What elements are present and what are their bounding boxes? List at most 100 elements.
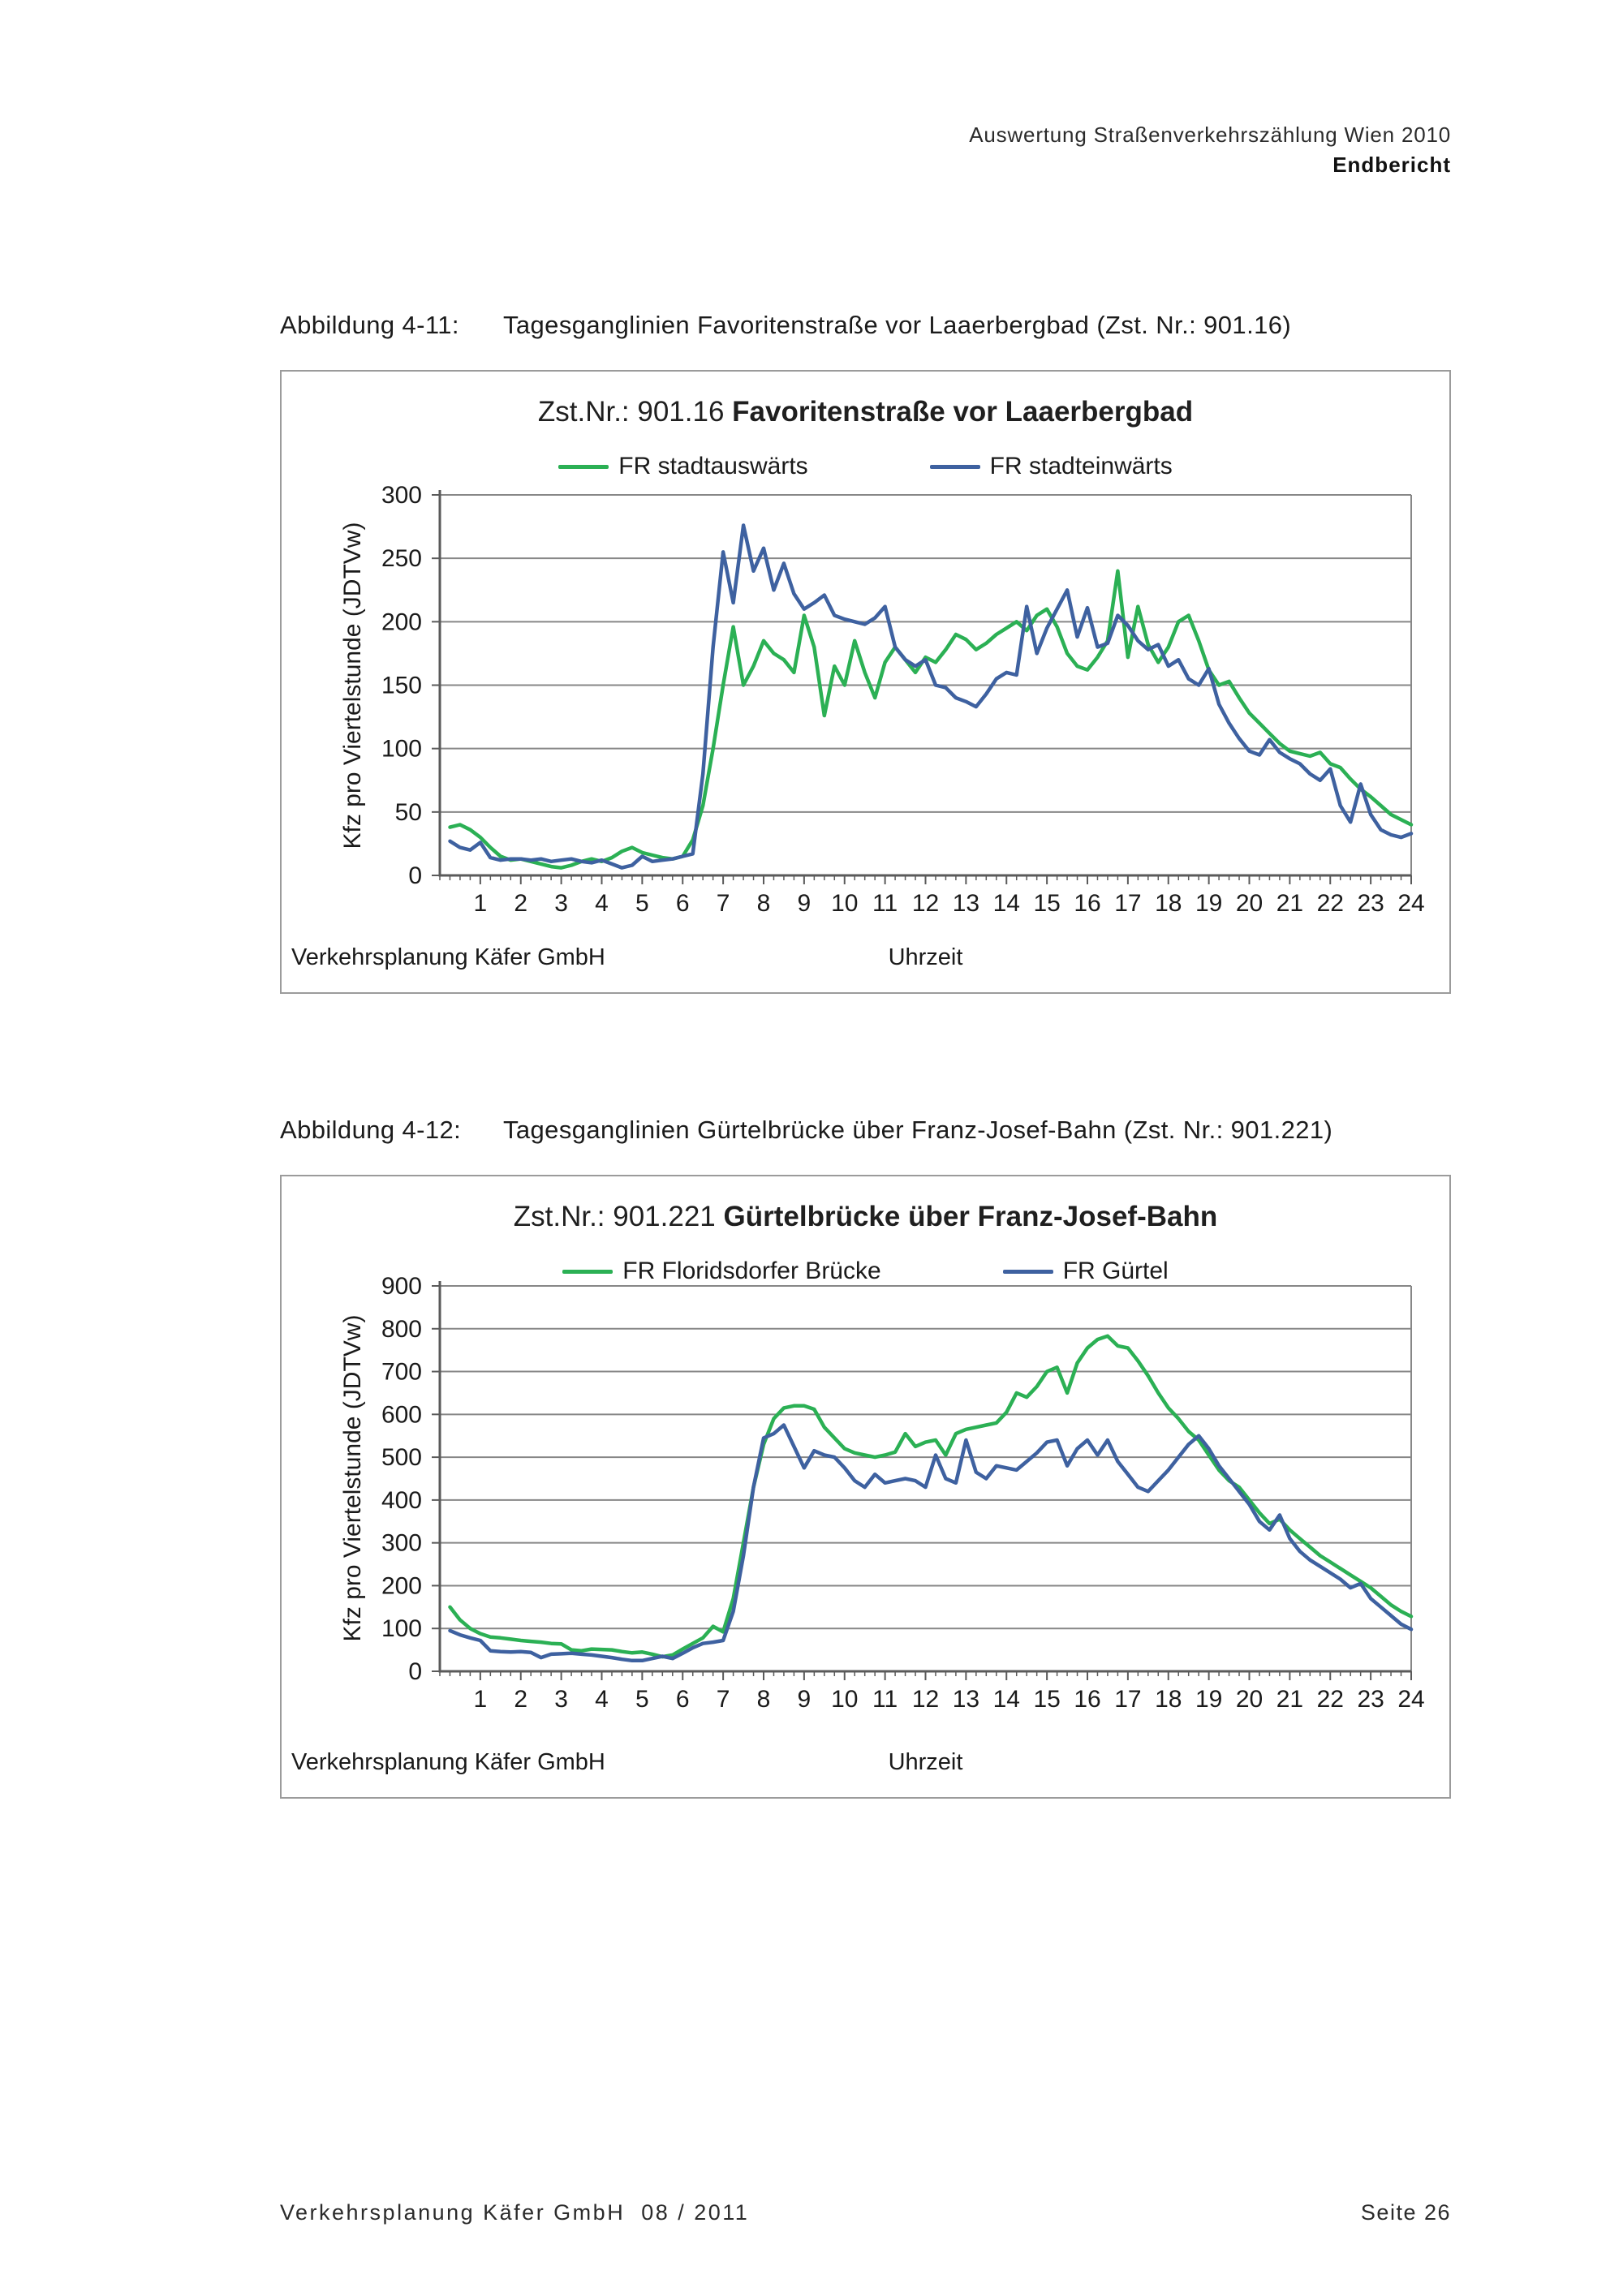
svg-text:18: 18 xyxy=(1155,890,1182,917)
caption-text: Tagesganglinien Gürtelbrücke über Franz-… xyxy=(503,1116,1333,1144)
svg-text:20: 20 xyxy=(1236,1686,1263,1713)
caption-label: Abbildung 4-11: xyxy=(280,311,459,339)
svg-text:19: 19 xyxy=(1195,1686,1222,1713)
legend-item: FR Gürtel xyxy=(1002,1258,1169,1285)
x-axis-title: Uhrzeit xyxy=(888,1749,963,1775)
svg-text:400: 400 xyxy=(381,1487,422,1514)
svg-text:17: 17 xyxy=(1114,890,1141,917)
svg-text:8: 8 xyxy=(757,890,771,917)
svg-text:20: 20 xyxy=(1236,890,1263,917)
svg-text:16: 16 xyxy=(1074,1686,1100,1713)
legend-label: FR Floridsdorfer Brücke xyxy=(622,1258,881,1284)
svg-text:4: 4 xyxy=(595,890,609,917)
svg-text:0: 0 xyxy=(408,1658,422,1685)
svg-text:500: 500 xyxy=(381,1444,422,1471)
svg-text:5: 5 xyxy=(635,1686,649,1713)
svg-text:3: 3 xyxy=(554,890,568,917)
chart-legend: FR stadtauswärts FR stadteinwärts xyxy=(282,453,1449,480)
legend-label: FR stadtauswärts xyxy=(618,453,808,479)
chart-source-note: Verkehrsplanung Käfer GmbH xyxy=(291,1749,605,1775)
svg-text:250: 250 xyxy=(381,545,422,572)
svg-text:200: 200 xyxy=(381,608,422,635)
svg-text:6: 6 xyxy=(676,1686,690,1713)
chart-title: Zst.Nr.: 901.16 Favoritenstraße vor Laae… xyxy=(282,396,1449,428)
svg-text:14: 14 xyxy=(993,890,1020,917)
chart-figure-901-16: Zst.Nr.: 901.16 Favoritenstraße vor Laae… xyxy=(280,370,1451,994)
svg-text:300: 300 xyxy=(381,1530,422,1557)
svg-text:23: 23 xyxy=(1357,1686,1384,1713)
svg-text:0: 0 xyxy=(408,862,422,889)
svg-text:700: 700 xyxy=(381,1359,422,1386)
legend-item: FR stadtauswärts xyxy=(558,453,808,480)
svg-text:2: 2 xyxy=(514,890,527,917)
svg-text:100: 100 xyxy=(381,1615,422,1642)
svg-text:200: 200 xyxy=(381,1572,422,1599)
svg-text:17: 17 xyxy=(1114,1686,1141,1713)
svg-text:24: 24 xyxy=(1397,1686,1424,1713)
svg-text:21: 21 xyxy=(1276,890,1303,917)
legend-line-swatch xyxy=(929,464,980,469)
svg-text:8: 8 xyxy=(757,1686,771,1713)
svg-text:16: 16 xyxy=(1074,890,1100,917)
svg-text:9: 9 xyxy=(798,890,812,917)
svg-text:11: 11 xyxy=(872,890,898,917)
svg-text:7: 7 xyxy=(717,890,730,917)
svg-text:15: 15 xyxy=(1033,1686,1060,1713)
chart-title-prefix: Zst.Nr.: 901.16 xyxy=(537,396,733,428)
svg-text:15: 15 xyxy=(1033,890,1060,917)
svg-text:1: 1 xyxy=(474,890,488,917)
chart-title-main: Gürtelbrücke über Franz-Josef-Bahn xyxy=(723,1201,1218,1232)
svg-text:14: 14 xyxy=(993,1686,1020,1713)
chart-title-main: Favoritenstraße vor Laaerbergbad xyxy=(732,396,1194,428)
chart-title-prefix: Zst.Nr.: 901.221 xyxy=(513,1201,724,1232)
svg-text:24: 24 xyxy=(1397,890,1424,917)
figure-caption-4-11: Abbildung 4-11: Tagesganglinien Favorite… xyxy=(280,311,1291,340)
svg-text:50: 50 xyxy=(395,799,422,826)
chart-title: Zst.Nr.: 901.221 Gürtelbrücke über Franz… xyxy=(282,1201,1449,1233)
x-axis-title: Uhrzeit xyxy=(888,944,963,970)
svg-text:10: 10 xyxy=(831,890,858,917)
header-title: Auswertung Straßenverkehrszählung Wien 2… xyxy=(969,123,1451,147)
legend-item: FR stadteinwärts xyxy=(929,453,1173,480)
svg-text:18: 18 xyxy=(1155,1686,1182,1713)
page-number: Seite 26 xyxy=(1360,2200,1451,2225)
svg-text:3: 3 xyxy=(554,1686,568,1713)
caption-label: Abbildung 4-12: xyxy=(280,1116,462,1144)
page-header: Auswertung Straßenverkehrszählung Wien 2… xyxy=(969,120,1451,180)
legend-line-swatch xyxy=(562,1269,613,1274)
svg-text:23: 23 xyxy=(1357,890,1384,917)
chart-legend: FR Floridsdorfer Brücke FR Gürtel xyxy=(282,1258,1449,1285)
svg-text:12: 12 xyxy=(912,890,939,917)
svg-text:4: 4 xyxy=(595,1686,609,1713)
svg-text:13: 13 xyxy=(953,890,979,917)
legend-label: FR Gürtel xyxy=(1062,1258,1169,1284)
svg-text:900: 900 xyxy=(381,1273,422,1300)
legend-line-swatch xyxy=(1002,1269,1053,1274)
svg-text:6: 6 xyxy=(676,890,690,917)
svg-text:13: 13 xyxy=(953,1686,979,1713)
legend-label: FR stadteinwärts xyxy=(989,453,1173,479)
svg-text:150: 150 xyxy=(381,673,422,699)
svg-text:19: 19 xyxy=(1195,890,1222,917)
svg-text:100: 100 xyxy=(381,736,422,763)
svg-text:800: 800 xyxy=(381,1316,422,1343)
chart-source-note: Verkehrsplanung Käfer GmbH xyxy=(291,944,605,970)
svg-text:7: 7 xyxy=(717,1686,730,1713)
legend-item: FR Floridsdorfer Brücke xyxy=(562,1258,881,1285)
svg-text:300: 300 xyxy=(381,482,422,509)
svg-text:5: 5 xyxy=(635,890,649,917)
chart-figure-901-221: Zst.Nr.: 901.221 Gürtelbrücke über Franz… xyxy=(280,1175,1451,1799)
svg-text:11: 11 xyxy=(872,1686,898,1713)
caption-text: Tagesganglinien Favoritenstraße vor Laae… xyxy=(503,311,1292,339)
svg-text:2: 2 xyxy=(514,1686,527,1713)
svg-text:9: 9 xyxy=(798,1686,812,1713)
svg-text:10: 10 xyxy=(831,1686,858,1713)
header-subtitle: Endbericht xyxy=(1332,153,1451,177)
svg-text:600: 600 xyxy=(381,1401,422,1428)
svg-text:21: 21 xyxy=(1276,1686,1303,1713)
svg-text:22: 22 xyxy=(1317,1686,1344,1713)
figure-caption-4-12: Abbildung 4-12: Tagesganglinien Gürtelbr… xyxy=(280,1116,1332,1145)
